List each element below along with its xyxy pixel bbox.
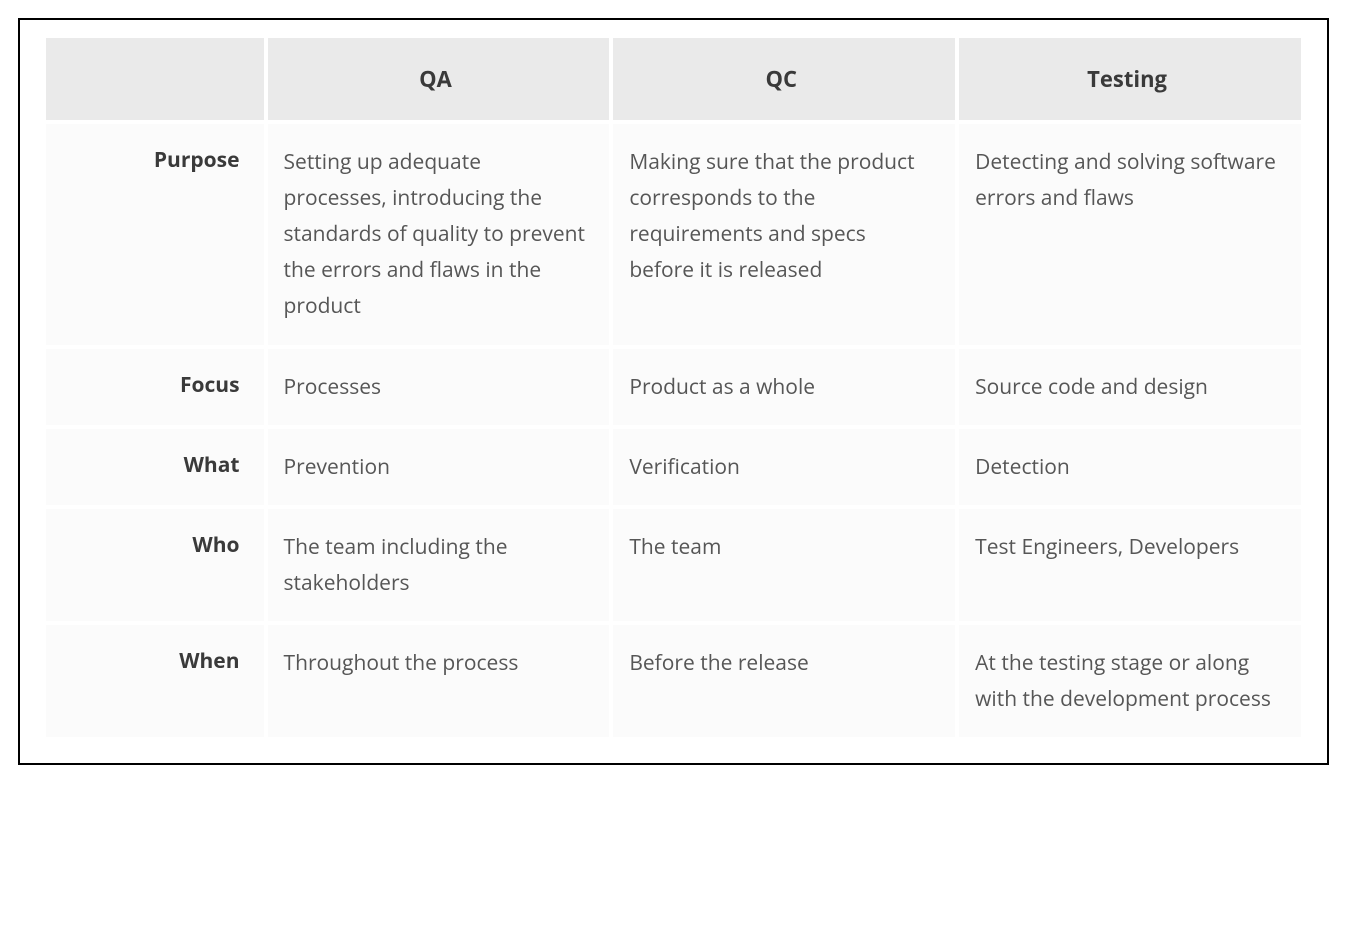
cell-focus-qa: Processes (268, 349, 610, 425)
cell-what-qc: Verification (613, 429, 955, 505)
table-row: Focus Processes Product as a whole Sourc… (46, 349, 1301, 425)
row-label-who: Who (46, 509, 264, 621)
table-row: Who The team including the stakeholders … (46, 509, 1301, 621)
header-testing: Testing (959, 38, 1301, 120)
cell-who-qc: The team (613, 509, 955, 621)
header-qc: QC (613, 38, 955, 120)
cell-what-qa: Prevention (268, 429, 610, 505)
cell-focus-testing: Source code and design (959, 349, 1301, 425)
cell-who-qa: The team including the stakeholders (268, 509, 610, 621)
cell-purpose-qc: Making sure that the product corresponds… (613, 124, 955, 345)
cell-who-testing: Test Engineers, Developers (959, 509, 1301, 621)
comparison-table: QA QC Testing Purpose Setting up adequat… (42, 34, 1305, 741)
table-row: Purpose Setting up adequate processes, i… (46, 124, 1301, 345)
table-header-row: QA QC Testing (46, 38, 1301, 120)
header-blank (46, 38, 264, 120)
cell-when-qa: Throughout the process (268, 625, 610, 737)
row-label-focus: Focus (46, 349, 264, 425)
cell-when-testing: At the testing stage or along with the d… (959, 625, 1301, 737)
row-label-purpose: Purpose (46, 124, 264, 345)
row-label-when: When (46, 625, 264, 737)
cell-focus-qc: Product as a whole (613, 349, 955, 425)
cell-purpose-testing: Detecting and solving software errors an… (959, 124, 1301, 345)
cell-purpose-qa: Setting up adequate processes, introduci… (268, 124, 610, 345)
cell-when-qc: Before the release (613, 625, 955, 737)
table-frame: QA QC Testing Purpose Setting up adequat… (18, 18, 1329, 765)
table-row: When Throughout the process Before the r… (46, 625, 1301, 737)
cell-what-testing: Detection (959, 429, 1301, 505)
header-qa: QA (268, 38, 610, 120)
row-label-what: What (46, 429, 264, 505)
table-row: What Prevention Verification Detection (46, 429, 1301, 505)
